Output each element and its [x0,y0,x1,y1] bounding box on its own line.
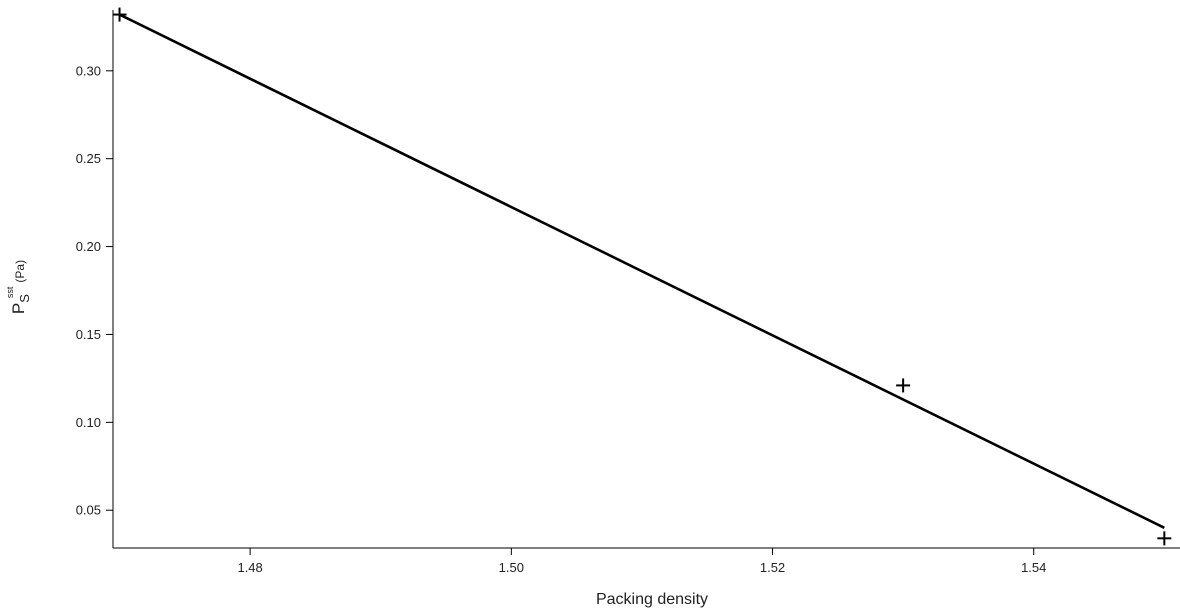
y-axis-title-superscript: sst [5,286,15,298]
y-tick-label: 0.05 [76,503,101,518]
ticks: 0.05 0.10 0.15 0.20 0.25 0.30 1.48 1.50 1.52 1.54 [76,63,1047,575]
data-point-plus-marker [1157,531,1172,546]
x-tick-label: 1.48 [237,560,262,575]
y-axis-title-unit: (Pa) [13,260,27,283]
x-tick-label: 1.50 [499,560,524,575]
y-axis-title-main: P [9,303,28,314]
data-point-plus-marker [896,378,911,393]
x-tick-label: 1.54 [1021,560,1046,575]
y-tick-label: 0.25 [76,151,101,166]
y-axis-title: PSsst (Pa) [5,260,32,314]
fit-line [118,13,1165,529]
y-tick-label: 0.10 [76,415,101,430]
y-tick-label: 0.20 [76,239,101,254]
y-axis-title-subscript: S [17,294,32,303]
series [112,7,1172,546]
axes [112,10,1180,549]
y-tick-label: 0.30 [76,63,101,78]
x-tick-label: 1.52 [760,560,785,575]
y-tick-label: 0.15 [76,327,101,342]
x-axis-title: Packing density [596,591,708,608]
